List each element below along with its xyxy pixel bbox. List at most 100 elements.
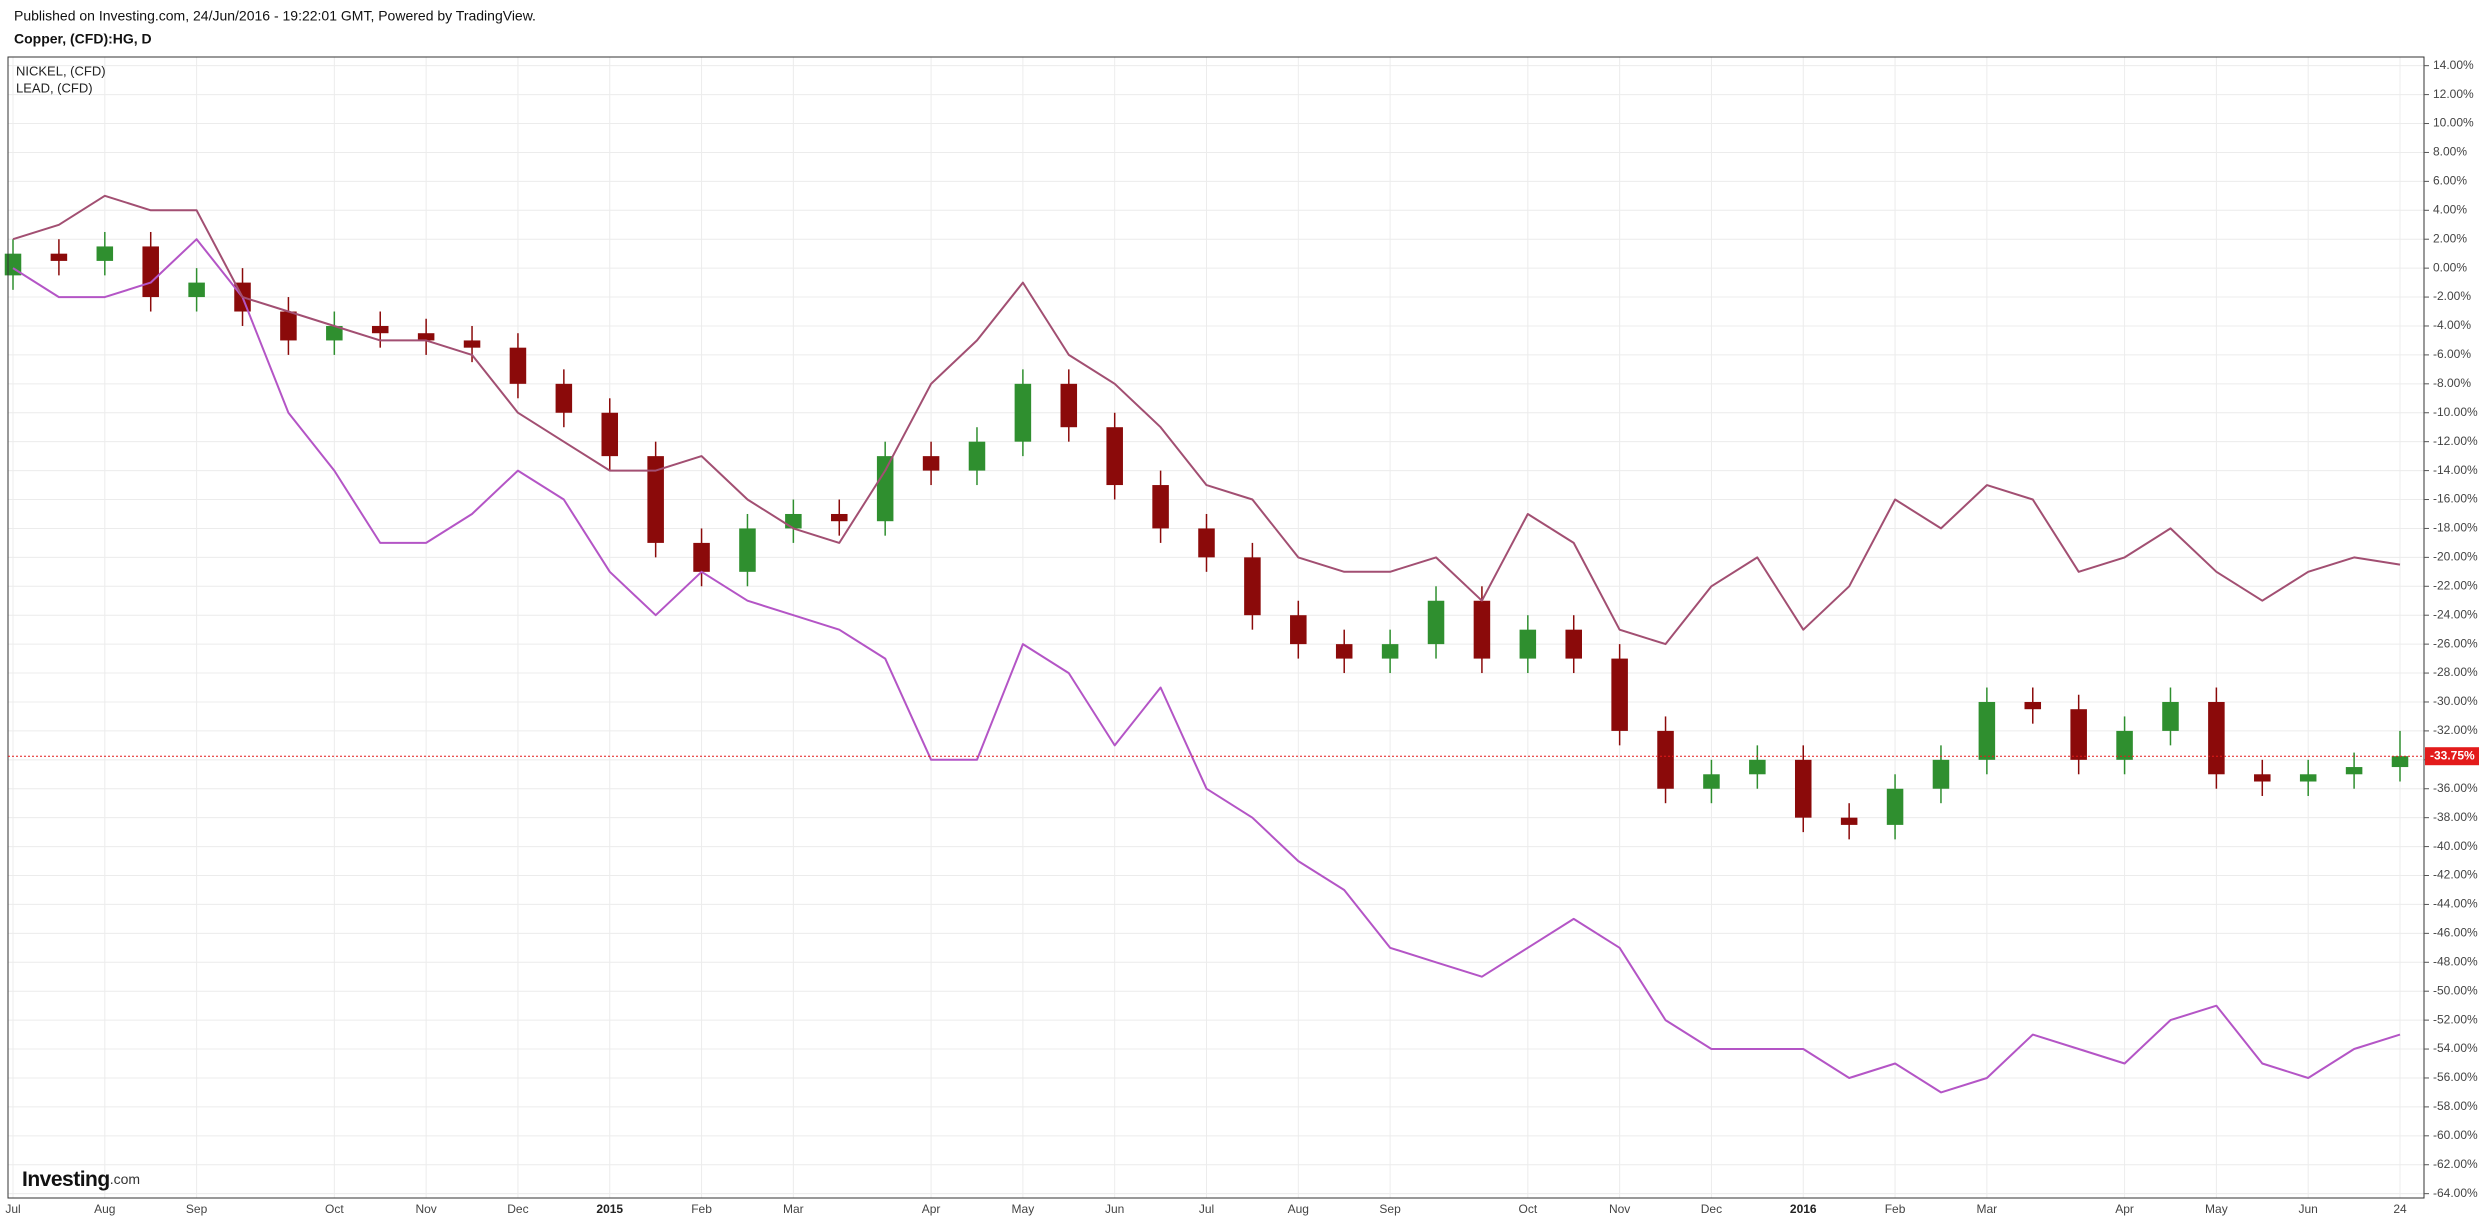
y-tick-label: -2.00% [2433,289,2471,303]
x-tick-label: 2016 [1790,1202,1817,1216]
candle-body [417,333,435,341]
x-tick-label: Nov [415,1202,436,1216]
y-tick-label: 0.00% [2433,260,2467,274]
candle-body [96,246,114,261]
last-value-box [2425,747,2479,766]
y-tick-label: -18.00% [2433,521,2478,535]
candle-body [142,246,159,298]
y-tick-label: -28.00% [2433,665,2478,679]
y-tick-label: 8.00% [2433,145,2467,159]
y-tick-label: -46.00% [2433,926,2478,940]
candle-body [1749,759,1766,775]
y-tick-label: -26.00% [2433,636,2478,650]
candle-body [601,412,619,457]
brand-logo: Investing.com [22,1168,140,1191]
y-tick-label: -36.00% [2433,781,2478,795]
candle-body [188,282,205,298]
candle-body [1611,658,1628,731]
candle-body [1565,629,1582,659]
candle-body [1978,701,1996,760]
x-tick-label: Dec [507,1202,528,1216]
legend-entry: LEAD, (CFD) [16,80,93,95]
candle-body [2254,774,2271,782]
candle-body [1886,788,1904,825]
candle-body [326,325,343,341]
y-tick-label: -62.00% [2433,1157,2478,1171]
brand-name: Investing [22,1168,110,1191]
x-tick-label: Sep [1379,1202,1401,1216]
candle-body [739,528,756,572]
y-tick-label: -24.00% [2433,607,2478,621]
y-tick-label: -22.00% [2433,578,2478,592]
y-tick-label: 10.00% [2433,116,2474,130]
candle-body [1290,615,1307,645]
y-tick-label: -56.00% [2433,1070,2478,1084]
candle-body [555,383,573,413]
x-tick-label: Aug [94,1202,115,1216]
x-tick-label: Oct [325,1202,344,1216]
y-tick-label: -50.00% [2433,983,2478,997]
candle-body [1519,629,1537,659]
series-line [12,238,2401,1094]
series-line [12,194,2401,646]
y-tick-label: -32.00% [2433,723,2478,737]
legend-entry: NICKEL, (CFD) [16,63,106,78]
x-tick-label: Apr [922,1202,941,1216]
x-tick-label: Feb [1885,1202,1906,1216]
candle-body [1840,817,1858,825]
y-tick-label: -8.00% [2433,376,2471,390]
candle-body [1794,759,1812,818]
x-tick-label: Nov [1609,1202,1630,1216]
candle-body [2299,774,2317,782]
y-tick-label: -40.00% [2433,839,2478,853]
candle-body [1932,759,1950,789]
plot [4,194,2409,1094]
y-tick-label: -64.00% [2433,1186,2478,1200]
x-tick-label: Aug [1288,1202,1309,1216]
candle-body [2391,756,2409,768]
y-tick-label: -14.00% [2433,463,2478,477]
x-tick-label: Feb [691,1202,712,1216]
candle-body [785,513,802,529]
candle-body [2024,701,2042,710]
y-tick-label: -12.00% [2433,434,2478,448]
x-tick-label: Sep [186,1202,208,1216]
y-tick-label: -48.00% [2433,954,2478,968]
candle-body [371,325,389,334]
brand-suffix: .com [110,1171,140,1187]
y-tick-label: -38.00% [2433,810,2478,824]
candle-body [463,340,481,348]
x-tick-label: Jul [1199,1202,1214,1216]
x-tick-label: Oct [1518,1202,1537,1216]
y-tick-label: 2.00% [2433,231,2467,245]
candle-body [2208,701,2225,775]
candle-body [1657,730,1674,789]
candle-body [280,311,297,341]
y-tick-label: 4.00% [2433,202,2467,216]
candle-body [1106,427,1123,486]
chart-title: Copper, (CFD):HG, D [14,31,152,47]
y-tick-label: -60.00% [2433,1128,2478,1142]
x-tick-label: Mar [1977,1202,1998,1216]
y-tick-label: -4.00% [2433,318,2471,332]
y-tick-label: -58.00% [2433,1099,2478,1113]
candle-body [831,513,848,522]
x-tick-label: Apr [2115,1202,2134,1216]
candle-body [968,441,986,471]
candle-body [693,542,710,572]
x-tick-label: Jul [5,1202,20,1216]
candle-body [1335,644,1353,659]
candle-body [647,456,664,543]
y-tick-label: -20.00% [2433,550,2478,564]
candle-body [1244,557,1261,616]
x-tick-label: 2015 [596,1202,623,1216]
y-tick-label: 6.00% [2433,174,2467,188]
x-tick-label: Jun [1105,1202,1124,1216]
x-tick-label: May [1012,1202,1035,1216]
last-value-label: -33.75% [2430,748,2475,762]
candle-body [2116,730,2133,760]
y-tick-label: -42.00% [2433,868,2478,882]
candle-body [876,456,894,522]
